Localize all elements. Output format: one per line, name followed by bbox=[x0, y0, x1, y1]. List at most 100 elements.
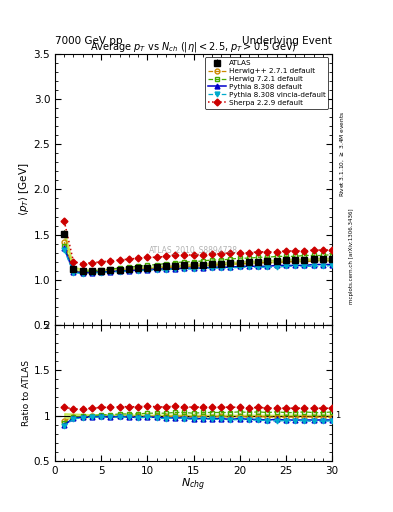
Sherpa 2.2.9 default bbox=[182, 252, 187, 259]
Herwig++ 2.7.1 default bbox=[293, 259, 298, 265]
Herwig++ 2.7.1 default bbox=[274, 260, 279, 266]
Pythia 8.308 vincia-default bbox=[173, 266, 178, 272]
Herwig 7.2.1 default bbox=[302, 252, 307, 259]
Herwig 7.2.1 default bbox=[200, 258, 205, 264]
Line: Herwig 7.2.1 default: Herwig 7.2.1 default bbox=[62, 243, 334, 274]
Herwig++ 2.7.1 default bbox=[145, 266, 150, 272]
Sherpa 2.2.9 default bbox=[219, 250, 224, 257]
Pythia 8.308 default bbox=[210, 264, 215, 270]
Y-axis label: Ratio to ATLAS: Ratio to ATLAS bbox=[22, 360, 31, 426]
Sherpa 2.2.9 default bbox=[256, 249, 261, 255]
Pythia 8.308 vincia-default bbox=[237, 264, 242, 270]
Pythia 8.308 vincia-default bbox=[182, 266, 187, 272]
Herwig++ 2.7.1 default bbox=[321, 258, 325, 264]
Herwig++ 2.7.1 default bbox=[302, 259, 307, 265]
Pythia 8.308 vincia-default bbox=[228, 265, 233, 271]
Pythia 8.308 default bbox=[256, 263, 261, 269]
Herwig++ 2.7.1 default bbox=[182, 263, 187, 269]
Herwig++ 2.7.1 default bbox=[173, 264, 178, 270]
Pythia 8.308 vincia-default bbox=[191, 266, 196, 272]
Herwig++ 2.7.1 default bbox=[81, 270, 85, 276]
Herwig 7.2.1 default bbox=[293, 253, 298, 260]
Herwig 7.2.1 default bbox=[210, 257, 215, 263]
Sherpa 2.2.9 default bbox=[228, 250, 233, 256]
Sherpa 2.2.9 default bbox=[108, 258, 113, 264]
Pythia 8.308 vincia-default bbox=[256, 264, 261, 270]
Pythia 8.308 vincia-default bbox=[302, 263, 307, 269]
Pythia 8.308 default bbox=[62, 245, 67, 251]
Sherpa 2.2.9 default bbox=[274, 249, 279, 255]
Sherpa 2.2.9 default bbox=[210, 250, 215, 257]
Herwig++ 2.7.1 default bbox=[163, 264, 168, 270]
Text: mcplots.cern.ch [arXiv:1306.3436]: mcplots.cern.ch [arXiv:1306.3436] bbox=[349, 208, 354, 304]
Sherpa 2.2.9 default bbox=[99, 259, 104, 265]
Pythia 8.308 vincia-default bbox=[219, 265, 224, 271]
Herwig++ 2.7.1 default bbox=[283, 259, 288, 265]
Sherpa 2.2.9 default bbox=[173, 252, 178, 259]
Pythia 8.308 vincia-default bbox=[62, 247, 67, 253]
Pythia 8.308 default bbox=[228, 264, 233, 270]
Herwig++ 2.7.1 default bbox=[108, 268, 113, 274]
Pythia 8.308 default bbox=[200, 265, 205, 271]
Herwig++ 2.7.1 default bbox=[247, 261, 252, 267]
Text: ATLAS_2010_S8894728: ATLAS_2010_S8894728 bbox=[149, 245, 238, 253]
Pythia 8.308 vincia-default bbox=[136, 268, 141, 274]
Pythia 8.308 default bbox=[154, 266, 159, 272]
Pythia 8.308 vincia-default bbox=[283, 263, 288, 269]
Herwig++ 2.7.1 default bbox=[99, 269, 104, 275]
Sherpa 2.2.9 default bbox=[247, 250, 252, 256]
Herwig 7.2.1 default bbox=[274, 253, 279, 260]
Herwig 7.2.1 default bbox=[191, 259, 196, 265]
Sherpa 2.2.9 default bbox=[321, 247, 325, 253]
Pythia 8.308 vincia-default bbox=[311, 263, 316, 269]
Herwig 7.2.1 default bbox=[108, 266, 113, 272]
Pythia 8.308 vincia-default bbox=[200, 265, 205, 271]
Pythia 8.308 vincia-default bbox=[81, 270, 85, 276]
Pythia 8.308 vincia-default bbox=[99, 270, 104, 276]
Herwig 7.2.1 default bbox=[256, 254, 261, 260]
Herwig 7.2.1 default bbox=[219, 257, 224, 263]
Sherpa 2.2.9 default bbox=[311, 247, 316, 253]
Pythia 8.308 default bbox=[117, 268, 122, 274]
Pythia 8.308 default bbox=[247, 263, 252, 269]
Pythia 8.308 vincia-default bbox=[274, 264, 279, 270]
Pythia 8.308 vincia-default bbox=[321, 263, 325, 269]
Pythia 8.308 vincia-default bbox=[330, 262, 334, 268]
Pythia 8.308 default bbox=[265, 263, 270, 269]
Pythia 8.308 vincia-default bbox=[90, 270, 94, 276]
Pythia 8.308 default bbox=[90, 270, 94, 276]
Pythia 8.308 default bbox=[237, 263, 242, 269]
Pythia 8.308 default bbox=[182, 265, 187, 271]
Sherpa 2.2.9 default bbox=[265, 249, 270, 255]
Herwig 7.2.1 default bbox=[265, 254, 270, 260]
Herwig 7.2.1 default bbox=[247, 255, 252, 261]
Herwig 7.2.1 default bbox=[136, 263, 141, 269]
Line: Herwig++ 2.7.1 default: Herwig++ 2.7.1 default bbox=[62, 240, 334, 275]
Pythia 8.308 default bbox=[311, 262, 316, 268]
Pythia 8.308 default bbox=[136, 267, 141, 273]
Pythia 8.308 default bbox=[108, 269, 113, 275]
Text: 1: 1 bbox=[335, 411, 340, 420]
Sherpa 2.2.9 default bbox=[81, 261, 85, 267]
Herwig 7.2.1 default bbox=[330, 251, 334, 258]
Line: Sherpa 2.2.9 default: Sherpa 2.2.9 default bbox=[62, 219, 334, 266]
Pythia 8.308 vincia-default bbox=[145, 267, 150, 273]
Sherpa 2.2.9 default bbox=[163, 253, 168, 260]
Sherpa 2.2.9 default bbox=[117, 257, 122, 263]
Herwig 7.2.1 default bbox=[99, 267, 104, 273]
Herwig 7.2.1 default bbox=[228, 256, 233, 262]
Herwig++ 2.7.1 default bbox=[136, 266, 141, 272]
Sherpa 2.2.9 default bbox=[330, 247, 334, 253]
Pythia 8.308 vincia-default bbox=[108, 269, 113, 275]
Pythia 8.308 vincia-default bbox=[154, 267, 159, 273]
X-axis label: $N_{chg}$: $N_{chg}$ bbox=[182, 477, 206, 494]
Herwig++ 2.7.1 default bbox=[62, 239, 67, 245]
Herwig 7.2.1 default bbox=[81, 269, 85, 275]
Pythia 8.308 default bbox=[219, 264, 224, 270]
Herwig 7.2.1 default bbox=[321, 252, 325, 259]
Herwig 7.2.1 default bbox=[117, 265, 122, 271]
Sherpa 2.2.9 default bbox=[136, 255, 141, 261]
Pythia 8.308 vincia-default bbox=[210, 265, 215, 271]
Herwig++ 2.7.1 default bbox=[228, 262, 233, 268]
Sherpa 2.2.9 default bbox=[200, 251, 205, 258]
